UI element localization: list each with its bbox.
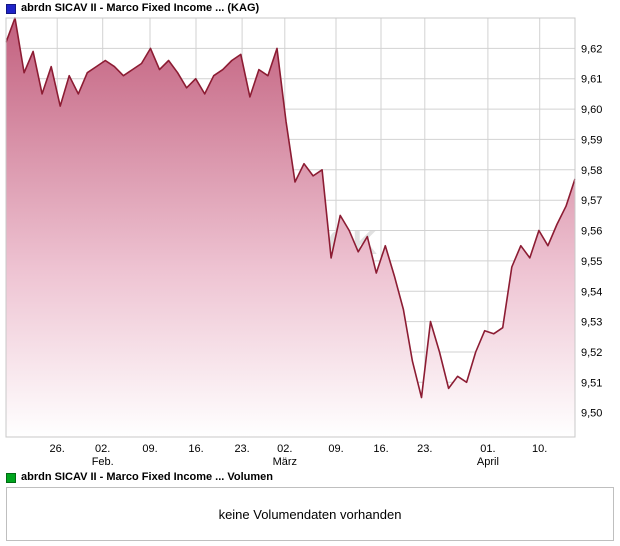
svg-text:23.: 23. bbox=[234, 443, 249, 455]
svg-text:02.: 02. bbox=[277, 443, 292, 455]
svg-text:09.: 09. bbox=[328, 443, 343, 455]
svg-text:10.: 10. bbox=[532, 443, 547, 455]
svg-text:02.: 02. bbox=[95, 443, 110, 455]
price-chart: CK9,629,619,609,599,589,579,569,559,549,… bbox=[5, 17, 602, 468]
svg-text:9,62: 9,62 bbox=[581, 43, 602, 55]
svg-text:Feb.: Feb. bbox=[92, 456, 114, 468]
volume-panel: keine Volumendaten vorhanden bbox=[6, 487, 614, 541]
svg-text:9,61: 9,61 bbox=[581, 74, 602, 86]
volume-message: keine Volumendaten vorhanden bbox=[218, 506, 402, 522]
svg-text:9,50: 9,50 bbox=[581, 408, 602, 420]
volume-legend-swatch-icon bbox=[6, 472, 16, 483]
svg-text:9,59: 9,59 bbox=[581, 134, 602, 146]
svg-text:23.: 23. bbox=[417, 443, 432, 455]
svg-text:April: April bbox=[477, 456, 499, 468]
svg-text:9,52: 9,52 bbox=[581, 347, 602, 359]
volume-legend: abrdn SICAV II - Marco Fixed Income ... … bbox=[6, 472, 273, 483]
svg-text:9,53: 9,53 bbox=[581, 317, 602, 329]
svg-text:9,55: 9,55 bbox=[581, 256, 602, 268]
svg-text:9,58: 9,58 bbox=[581, 165, 602, 177]
price-legend-swatch-icon bbox=[6, 3, 16, 14]
svg-text:9,51: 9,51 bbox=[581, 377, 602, 389]
svg-text:9,54: 9,54 bbox=[581, 286, 602, 298]
price-legend-label: abrdn SICAV II - Marco Fixed Income ... … bbox=[21, 2, 260, 14]
price-area bbox=[6, 18, 575, 437]
svg-text:9,60: 9,60 bbox=[581, 104, 602, 116]
svg-text:01.: 01. bbox=[480, 443, 495, 455]
y-axis-labels: 9,62 9,61 9,60 9,59 9,58 9,57 9,56 9,55 9,54 9,53… bbox=[581, 43, 602, 419]
plot-border bbox=[5, 17, 576, 438]
svg-text:16.: 16. bbox=[188, 443, 203, 455]
svg-text:März: März bbox=[273, 456, 297, 468]
svg-text:9,57: 9,57 bbox=[581, 195, 602, 207]
price-legend: abrdn SICAV II - Marco Fixed Income ... … bbox=[6, 3, 259, 14]
svg-text:09.: 09. bbox=[142, 443, 157, 455]
svg-text:16.: 16. bbox=[373, 443, 388, 455]
price-line bbox=[5, 17, 576, 399]
svg-text:9,56: 9,56 bbox=[581, 226, 602, 238]
svg-text:26.: 26. bbox=[50, 443, 65, 455]
volume-legend-label: abrdn SICAV II - Marco Fixed Income ... … bbox=[21, 471, 274, 483]
